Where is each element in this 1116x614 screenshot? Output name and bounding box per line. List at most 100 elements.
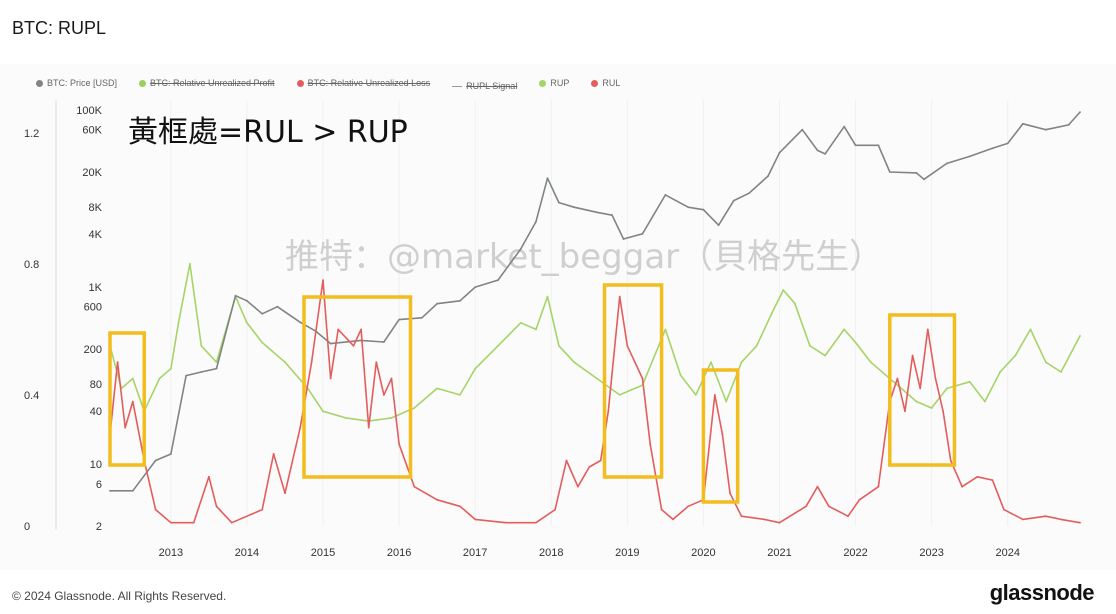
data-point [782,289,785,291]
data-point [801,128,804,131]
data-point [185,374,188,377]
right-tick-label: 6 [96,479,102,491]
data-point [459,299,461,302]
data-point [919,387,922,390]
legend-item[interactable]: RUP [539,78,569,88]
legend-label: BTC: Price [USD] [47,78,118,88]
data-point [596,377,598,380]
data-point [596,211,598,214]
x-tick-label: 2024 [995,547,1019,559]
data-point [805,505,807,508]
data-point [946,387,948,390]
legend-item[interactable]: BTC: Relative Unrealized Loss [296,78,430,88]
data-point [847,515,849,518]
data-point [215,361,218,364]
series-line-rul [109,279,1081,524]
legend-item[interactable]: RUPL Signal [452,81,517,91]
left-tick-label: 1.2 [24,128,39,140]
legend-item[interactable]: BTC: Relative Unrealized Profit [139,78,275,88]
data-point [934,377,937,380]
glassnode-logo[interactable]: glassnode [989,580,1095,605]
data-point [999,371,1001,373]
data-point [641,377,644,380]
highlight-boxes [108,283,957,504]
data-point [816,149,819,152]
data-point [558,201,560,204]
data-point [968,155,971,158]
data-point [436,387,438,390]
data-point [234,294,237,297]
data-point [1044,128,1047,131]
x-tick-label: 2018 [539,547,563,559]
data-point [660,508,663,511]
data-point [599,459,602,462]
chart-card [0,64,1116,570]
data-point [732,199,735,202]
data-point [778,521,781,524]
x-tick-label: 2023 [919,547,943,559]
data-point [554,508,556,511]
data-point [383,341,385,343]
x-tick-label: 2022 [843,547,867,559]
data-point [634,361,636,364]
data-point [976,475,979,478]
data-point [721,433,724,436]
highlight-box [108,331,146,467]
data-point [1079,335,1081,337]
data-point [109,489,111,492]
data-point [843,328,846,331]
data-point [360,328,362,331]
legend-marker-icon [591,79,599,87]
data-point [390,377,393,380]
data-point [367,426,370,429]
data-point [189,262,191,265]
data-point [622,238,625,240]
data-point [398,318,400,321]
data-point [215,505,218,508]
left-tick-label: 0 [24,521,30,533]
data-point [246,299,248,302]
right-axis: 100K 60K 20K 8K 4K 1K 600 200 80 40 10 6 2 [76,105,102,533]
legend-marker-icon [296,79,304,87]
legend-item[interactable]: RUL [591,78,620,88]
data-point [991,147,994,150]
data-point [519,248,522,250]
highlight-box [602,283,664,479]
data-point [284,492,286,495]
data-point [272,453,275,455]
right-tick-label: 100K [76,105,102,117]
data-point [1079,521,1081,524]
copyright-footer: © 2024 Glassnode. All Rights Reserved. [12,589,227,603]
data-point [459,394,461,396]
data-point [710,361,712,364]
data-point [755,344,758,347]
series-line-btc-price-usd- [110,111,1081,492]
data-point [911,354,914,357]
data-point [748,192,750,195]
data-point [344,417,347,419]
data-point [158,377,161,380]
x-tick-label: 2021 [767,547,791,559]
left-axis: 1.2 0.8 0.4 0 [24,100,57,533]
data-point [474,367,477,370]
x-tick-label: 2020 [691,547,715,559]
data-point [618,394,621,396]
data-point [337,328,340,331]
chart-title: BTC: RUPL [12,18,107,38]
data-point [793,302,796,305]
data-point [611,214,613,217]
legend-label: BTC: Relative Unrealized Profit [150,78,275,88]
data-point [858,498,861,501]
right-tick-label: 80 [90,379,102,391]
right-tick-label: 1K [89,282,103,294]
legend-item[interactable]: BTC: Price [USD] [36,78,117,88]
series-line-rup [109,263,1081,422]
data-point [276,305,279,308]
data-point [474,518,477,521]
data-point [535,220,537,223]
data-point [546,295,549,298]
data-point [1014,354,1017,357]
legend-marker-icon [139,79,147,87]
highlight-box [302,295,413,479]
data-point [854,144,857,147]
